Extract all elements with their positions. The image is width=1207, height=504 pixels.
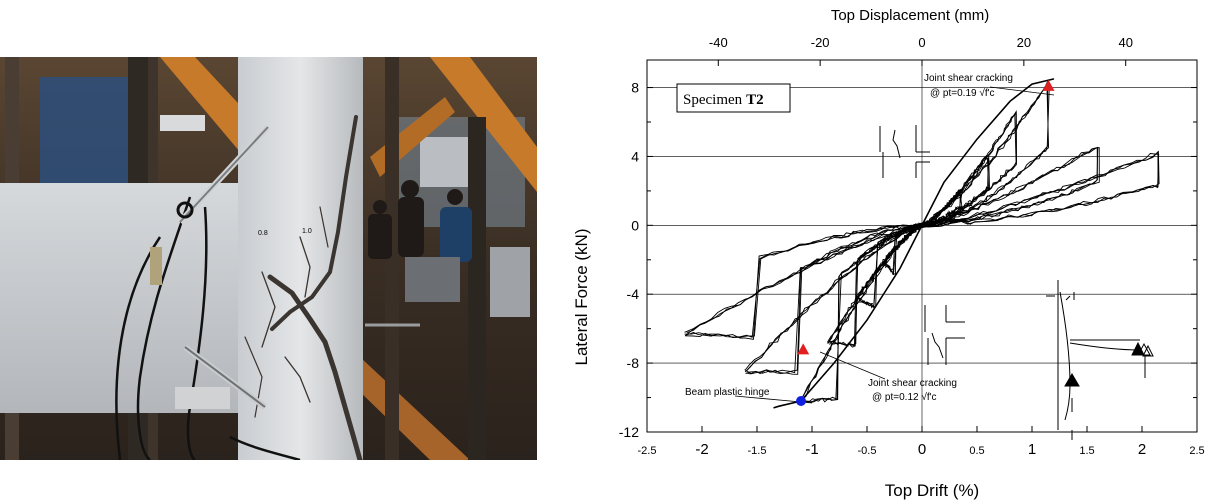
specimen-id: T2 xyxy=(746,92,764,108)
hysteresis-chart: Top Displacement (mm) -40 -20 0 20 40 840-4-… xyxy=(572,7,1205,500)
top-tick-label: -20 xyxy=(811,35,830,50)
specimen-photo: 0.8 1.0 xyxy=(0,57,537,460)
marker-bph xyxy=(796,396,806,406)
top-tick-label: 40 xyxy=(1118,35,1132,50)
y-tick-label: -4 xyxy=(627,286,640,302)
annotation-leader xyxy=(989,86,1055,96)
hysteresis-cycle xyxy=(744,147,1099,375)
y-axis-label: Lateral Force (kN) xyxy=(572,229,591,366)
y-tick-label: -8 xyxy=(627,355,640,371)
x-axis-ticks: -2.5 -2 -1.5 -1 -0.5 0 0.5 1 1.5 2 2.5 xyxy=(638,426,1205,458)
lvdt-ring xyxy=(176,201,194,219)
x-tick-label: 1 xyxy=(1028,441,1036,458)
chart-grid xyxy=(647,60,1197,432)
hysteresis-cycle xyxy=(744,147,1100,375)
concrete-beam xyxy=(0,183,250,413)
x-tick-label: -1.5 xyxy=(748,445,767,457)
specimen-box-border xyxy=(676,83,791,113)
y-tick-label: -12 xyxy=(619,424,639,440)
annotation-leader xyxy=(819,351,886,380)
x-tick-label: -2 xyxy=(695,441,708,458)
top-axis-ticks: -40 -20 0 20 40 xyxy=(709,35,1133,66)
steel-post xyxy=(468,117,486,460)
gauge-sensor xyxy=(150,247,162,285)
annotation-jsc-neg-line1: Joint shear cracking xyxy=(868,378,957,389)
x-tick-label: 0.5 xyxy=(969,445,984,457)
deformation-diagram xyxy=(1046,280,1154,440)
hysteresis-cycle xyxy=(684,150,1159,340)
equipment-box xyxy=(490,247,530,317)
x-tick-label: -0.5 xyxy=(858,445,877,457)
orange-brace-bottom xyxy=(355,357,470,460)
x-tick-label: -2.5 xyxy=(638,445,657,457)
lvdt-lower-rod xyxy=(184,346,266,408)
hysteresis-loops xyxy=(684,81,1160,404)
top-tick-label: 0 xyxy=(918,35,925,50)
lvdt-upper-rod xyxy=(179,126,269,223)
specimen-label: Specimen T2 xyxy=(683,92,764,108)
x-tick-label: 2 xyxy=(1138,441,1146,458)
x-axis-label: Top Drift (%) xyxy=(885,481,979,500)
top-axis-label: Top Displacement (mm) xyxy=(831,7,989,24)
y-tick-label: 4 xyxy=(631,148,639,164)
specimen-box: Specimen T2 xyxy=(676,83,791,113)
y-tick-label: 0 xyxy=(631,217,639,233)
equipment-box xyxy=(405,257,460,302)
annotation-jsc-neg-line2: @ pt=0.12 √f'c xyxy=(872,391,937,403)
marker-jsc-neg xyxy=(797,343,810,355)
instrument-cables xyxy=(115,196,301,460)
y-tick-label: 8 xyxy=(631,80,639,96)
chart-markers xyxy=(796,79,1055,406)
inset-sketch-lower xyxy=(924,305,965,365)
hysteresis-cycle xyxy=(799,82,1050,403)
specimen-prefix: Specimen xyxy=(683,92,743,108)
people-background xyxy=(368,180,472,262)
hysteresis-cycle xyxy=(801,81,1049,403)
marker-jsc-pos xyxy=(1042,79,1055,91)
backbone-curve xyxy=(773,78,1055,409)
photo-label-2: 1.0 xyxy=(302,228,312,235)
annotation-jsc-pos-line2: @ pt=0.19 √f'c xyxy=(930,87,995,99)
x-tick-label: 1.5 xyxy=(1079,445,1094,457)
top-tick-label: -40 xyxy=(709,35,728,50)
photo-label-1: 0.8 xyxy=(258,230,268,237)
hysteresis-cycle xyxy=(799,83,1050,404)
inset-sketch-upper xyxy=(879,125,930,178)
gauge-clamp xyxy=(160,115,205,131)
gauge-clamp xyxy=(175,387,230,409)
x-tick-label: 0 xyxy=(918,441,926,458)
x-tick-label: 2.5 xyxy=(1189,445,1204,457)
steel-post xyxy=(385,57,399,460)
top-tick-label: 20 xyxy=(1017,35,1031,50)
annotation-bph-line1: Beam plastic hinge xyxy=(685,387,770,398)
chart-annotations: Joint shear cracking @ pt=0.19 √f'c Join… xyxy=(685,73,1055,404)
y-axis-ticks: 8 4 0 -4 -8 -12 xyxy=(619,80,1197,440)
x-tick-label: -1 xyxy=(805,441,818,458)
annotation-jsc-pos-line1: Joint shear cracking xyxy=(924,73,1013,84)
